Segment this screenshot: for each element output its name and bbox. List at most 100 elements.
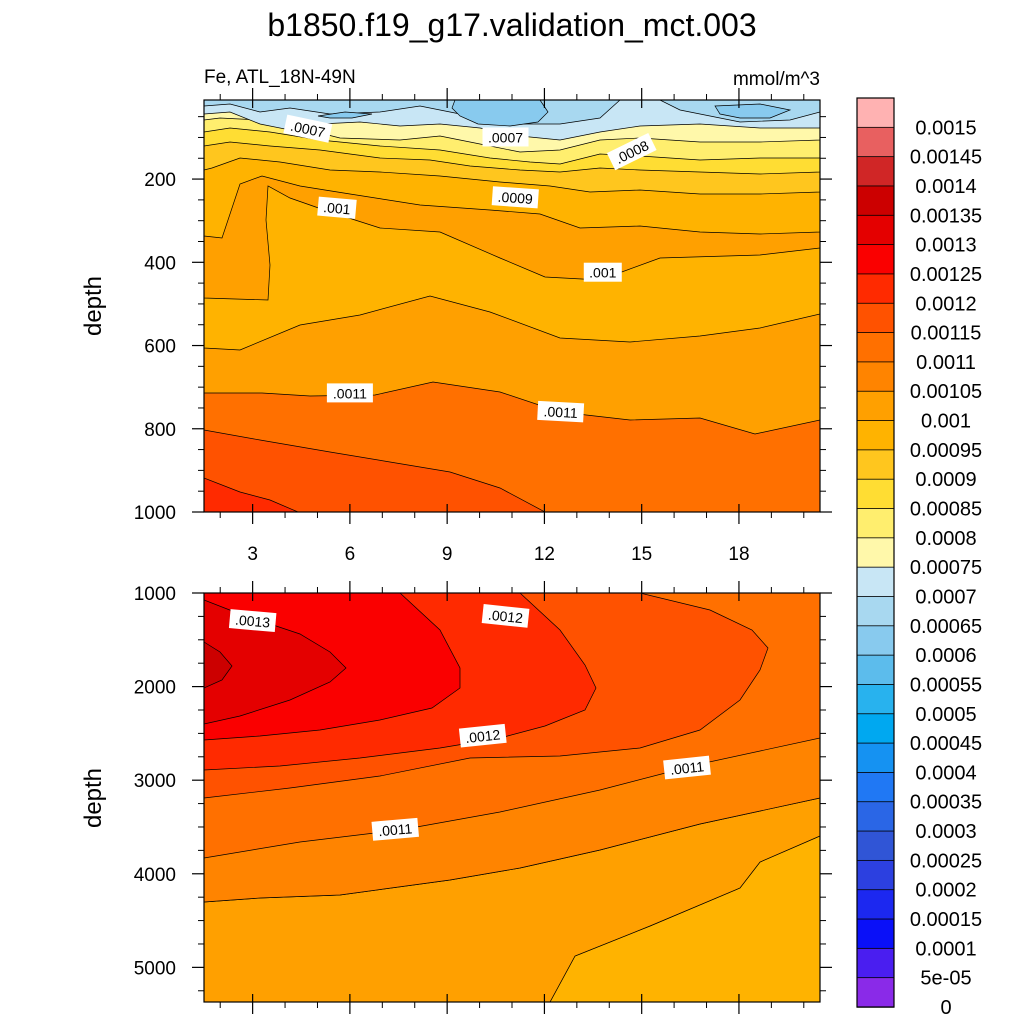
colorbar-swatch: [856, 596, 895, 627]
upper-axes: 3 6 9 12 15 18 200 400 600 800 1000: [134, 88, 832, 565]
band-00115-lower: [204, 429, 546, 512]
colorbar-swatch: [856, 772, 895, 803]
lower-axes: 1000 2000 3000 4000 5000: [134, 581, 832, 1014]
patch-0006-center: [451, 100, 549, 127]
colorbar: 0.0015 0.00145 0.0014 0.00135 0.0013 0.00125 0…: [856, 97, 982, 1019]
y-tick-label: 1000: [134, 584, 176, 605]
colorbar-label: 0.0005: [915, 704, 976, 726]
colorbar-label: 0.00075: [910, 557, 982, 579]
colorbar-label: 0.00105: [910, 381, 982, 403]
lower-filled-contours: [204, 593, 820, 1002]
contour-label-text: .0011: [378, 820, 413, 839]
y-tick-label: 4000: [134, 865, 176, 886]
colorbar-label: 0.00135: [910, 205, 982, 227]
colorbar-label: 0.00015: [910, 909, 982, 931]
colorbar-swatch: [856, 654, 895, 686]
contour-label-text: .0009: [497, 189, 533, 207]
contour-label: .0009: [491, 186, 539, 209]
contour-label-box: [481, 604, 530, 628]
contour-label: .001: [583, 262, 622, 282]
colorbar-label: 0.0012: [915, 293, 976, 315]
colorbar-swatch: [856, 977, 895, 1008]
colorbar-swatch: [856, 185, 895, 216]
colorbar-swatch: [856, 156, 895, 187]
colorbar-label: 0.00145: [910, 147, 982, 169]
colorbar-label: 0.00045: [910, 733, 982, 755]
colorbar-label: 0.0003: [915, 821, 976, 843]
contour-label-text: .0011: [543, 403, 578, 421]
x-tick-label: 3: [247, 544, 258, 565]
contour-label-box: [458, 723, 507, 748]
contour-label-text: .001: [589, 265, 616, 281]
colorbar-label: 0.00125: [910, 264, 982, 286]
contour-label-box: [606, 132, 657, 171]
colorbar-label: 0.0011: [916, 352, 976, 374]
contour-label-box: [583, 262, 622, 282]
lower-depth-section-panel: .0013 .0012 .0012 .0011 .0011 1000 2000 3000 40…: [80, 581, 832, 1014]
contour-label: .0011: [371, 817, 419, 841]
patch-0006-left: [317, 111, 373, 119]
colorbar-label: 0.00065: [910, 616, 982, 638]
colorbar-label: 0.00115: [911, 323, 982, 345]
x-tick-label: 6: [345, 544, 356, 565]
colorbar-swatch: [856, 478, 895, 510]
colorbar-swatch: [856, 566, 895, 598]
colorbar-label: 0.0008: [915, 528, 976, 550]
colorbar-swatch: [856, 742, 895, 774]
contour-label-box: [228, 609, 277, 633]
y-tick-label: 5000: [134, 958, 176, 979]
contour-label: .0011: [537, 400, 585, 423]
y-tick-label: 600: [144, 337, 176, 358]
contour-label-text: .0012: [487, 607, 524, 627]
colorbar-frame: [856, 97, 895, 1008]
lower-contour-labels: .0013 .0012 .0012 .0011 .0011: [228, 604, 711, 841]
patch-0006-right: [714, 103, 792, 119]
colorbar-label: 0.00085: [910, 499, 982, 521]
y-tick-label: 200: [144, 170, 176, 191]
contour-label: .0013: [228, 609, 277, 633]
band-0012-corner: [204, 477, 299, 512]
colorbar-swatch: [856, 390, 895, 422]
colorbar-swatch: [856, 449, 895, 480]
colorbar-swatch: [856, 244, 895, 275]
contour-label-text: .001: [323, 199, 352, 217]
figure-title: b1850.f19_g17.validation_mct.003: [267, 7, 756, 43]
colorbar-label: 0.0004: [915, 762, 976, 784]
colorbar-swatch: [856, 947, 895, 979]
x-tick-label: 15: [631, 544, 652, 565]
colorbar-label: 0.0002: [915, 880, 976, 902]
colorbar-label: 0: [940, 997, 951, 1019]
contour-label-text: .0012: [465, 726, 502, 746]
contour-label-box: [371, 817, 419, 841]
colorbar-swatch: [856, 214, 895, 246]
contour-label: .0012: [481, 604, 530, 628]
panel-units-label: mmol/m^3: [733, 69, 820, 90]
contour-label: .001: [317, 196, 357, 219]
y-tick-label: 800: [144, 420, 176, 441]
colorbar-label: 5e-05: [920, 968, 971, 990]
x-tick-label: 18: [728, 544, 749, 565]
colorbar-label: 0.00025: [910, 850, 982, 872]
upper-contour-labels: .0007.0007.0008.001.0009.001.0011.0011: [283, 114, 657, 423]
contour-label: .0007: [283, 114, 333, 143]
colorbar-swatch: [856, 332, 895, 363]
contour-label-box: [663, 755, 711, 780]
colorbar-swatch: [856, 830, 895, 862]
contour-label-box: [537, 400, 585, 423]
lower-y-axis-label: depth: [80, 768, 107, 828]
colorbar-swatch: [856, 302, 895, 334]
colorbar-swatch: [856, 508, 895, 539]
y-tick-label: 400: [144, 253, 176, 274]
colorbar-label: 0.0014: [915, 176, 976, 198]
colorbar-swatch: [856, 361, 895, 392]
contour-label-box: [491, 186, 539, 209]
colorbar-swatch: [856, 918, 895, 950]
contour-label-box: [283, 114, 333, 143]
x-tick-label: 9: [442, 544, 453, 565]
contour-label-text: .0007: [289, 118, 327, 141]
colorbar-label: 0.00095: [910, 440, 982, 462]
x-tick-label: 12: [534, 544, 555, 565]
colorbar-swatch: [856, 420, 895, 451]
colorbar-label: 0.0009: [915, 469, 976, 491]
